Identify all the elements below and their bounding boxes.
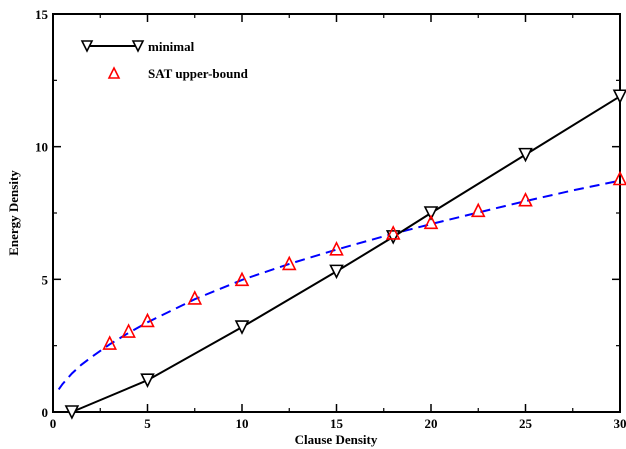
y-tick-label: 10 [35,140,48,155]
sat-upper-bound-point [470,202,486,218]
x-tick-label: 20 [425,416,438,431]
sat-upper-bound-point [329,241,344,256]
legend-sat-marker [107,66,121,79]
x-tick-label: 5 [144,416,151,431]
x-tick-label: 10 [236,416,249,431]
sat-upper-bound-point [121,323,136,338]
minimal-point [140,373,155,388]
sat-upper-bound-point [234,271,250,287]
legend-minimal-label: minimal [148,39,195,54]
x-tick-label: 15 [330,416,344,431]
minimal-point [518,147,533,163]
sat-upper-bound-point [140,312,155,328]
x-tick-label: 30 [614,416,626,431]
series-minimal-line [71,95,621,413]
markers [64,89,626,420]
fit-curve [57,179,621,390]
y-tick-label: 5 [42,272,49,287]
x-tick-label: 0 [50,416,57,431]
sat-upper-bound-point [385,225,401,240]
legend: minimal SAT upper-bound [80,39,249,81]
x-axis-label: Clause Density [295,432,378,447]
sat-upper-bound-point [281,255,297,271]
y-tick-label: 0 [42,405,49,420]
sat-upper-bound-point [612,170,626,186]
minimal-point [64,405,80,420]
y-tick-label: 15 [35,7,49,22]
y-axis-label: Energy Density [6,170,21,256]
x-tick-label: 25 [519,416,533,431]
sat-upper-bound-point [102,335,117,350]
ticks [52,13,621,413]
plot-frame [52,13,621,413]
sat-upper-bound-point [423,214,439,230]
legend-sat-label: SAT upper-bound [148,66,249,81]
sat-upper-bound-point [518,191,533,207]
minimal-point [234,320,250,335]
minimal-point [612,89,626,105]
minimal-point [329,264,344,280]
minimal-point [423,206,439,221]
legend-minimal-marker-left [80,40,94,53]
sat-upper-bound-point [187,290,203,305]
legend-minimal-marker-right [131,40,145,53]
tick-labels: 0 5 10 15 20 25 30 0 5 10 15 [35,7,626,431]
